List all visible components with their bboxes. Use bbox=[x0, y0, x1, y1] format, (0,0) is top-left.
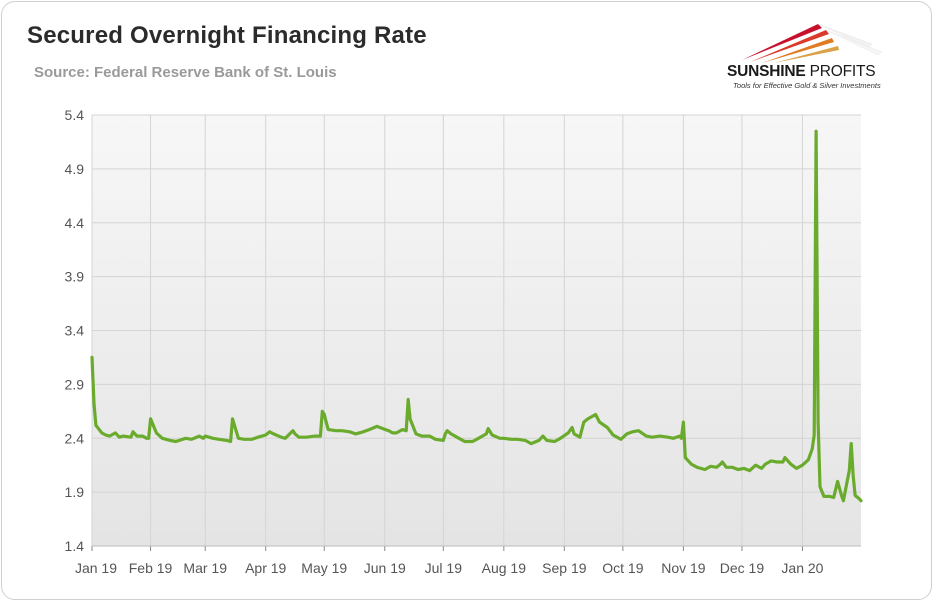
y-tick-label: 1.4 bbox=[65, 538, 85, 554]
x-tick-label: May 19 bbox=[301, 560, 347, 576]
y-axis: 1.4 1.9 2.4 2.9 3.4 3.9 4.4 4.9 5.4 bbox=[65, 107, 85, 554]
sun-rays-icon bbox=[742, 23, 883, 63]
x-axis: Jan 19 Feb 19 Mar 19 Apr 19 May 19 Jun 19 Jul … bbox=[75, 545, 861, 576]
series-layer bbox=[90, 129, 863, 503]
y-tick-label: 1.9 bbox=[65, 484, 85, 500]
sunshine-profits-logo bbox=[742, 23, 883, 63]
x-tick-label: Sep 19 bbox=[542, 560, 587, 576]
x-tick-label: Jan 20 bbox=[781, 560, 823, 576]
logo-tagline: Tools for Effective Gold & Silver Invest… bbox=[733, 81, 881, 90]
y-tick-label: 4.9 bbox=[65, 161, 85, 177]
x-tick-label: Jan 19 bbox=[75, 560, 117, 576]
y-tick-label: 3.9 bbox=[65, 269, 85, 285]
x-tick-label: Mar 19 bbox=[183, 560, 227, 576]
chart-title: Secured Overnight Financing Rate bbox=[27, 22, 427, 49]
x-tick-label: Feb 19 bbox=[129, 560, 173, 576]
x-tick-label: Oct 19 bbox=[602, 560, 643, 576]
y-tick-label: 4.4 bbox=[65, 215, 85, 231]
chart-source: Source: Federal Reserve Bank of St. Loui… bbox=[34, 64, 337, 81]
x-tick-label: Dec 19 bbox=[720, 560, 765, 576]
x-tick-label: Jun 19 bbox=[364, 560, 406, 576]
logo-name-bold: SUNSHINE bbox=[727, 63, 806, 80]
logo-wordmark: SUNSHINE PROFITS bbox=[727, 63, 876, 81]
y-tick-label: 3.4 bbox=[65, 323, 85, 339]
y-tick-label: 2.9 bbox=[65, 376, 85, 392]
x-tick-label: Apr 19 bbox=[245, 560, 286, 576]
x-tick-label: Jul 19 bbox=[425, 560, 463, 576]
series-line-sofr bbox=[90, 129, 863, 503]
x-tick-label: Nov 19 bbox=[661, 560, 706, 576]
logo-name-light: PROFITS bbox=[809, 63, 876, 80]
x-tick-label: Aug 19 bbox=[482, 560, 527, 576]
y-tick-label: 2.4 bbox=[65, 430, 85, 446]
y-tick-label: 5.4 bbox=[65, 107, 85, 123]
